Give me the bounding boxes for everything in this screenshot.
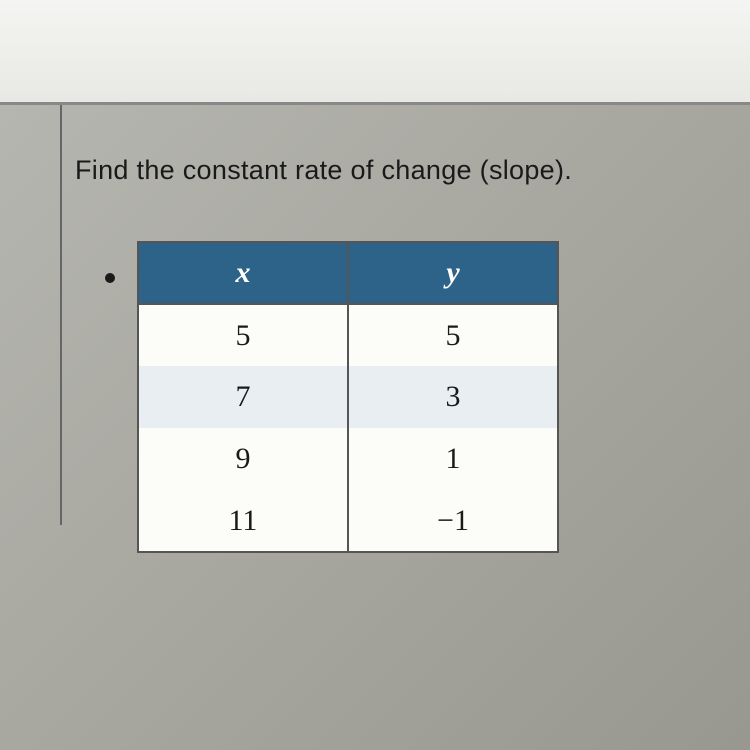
table-row: 9 1 <box>138 428 558 490</box>
question-prompt: Find the constant rate of change (slope)… <box>75 155 572 186</box>
screenshot-container: Find the constant rate of change (slope)… <box>0 0 750 750</box>
table-header-row: x y <box>138 242 558 304</box>
cell-y: 1 <box>348 428 558 490</box>
column-header-x: x <box>138 242 348 304</box>
cell-y: 5 <box>348 304 558 366</box>
cell-x: 5 <box>138 304 348 366</box>
top-bar <box>0 0 750 105</box>
table-row: 11 −1 <box>138 490 558 552</box>
column-header-y: y <box>348 242 558 304</box>
cell-x: 7 <box>138 366 348 428</box>
data-table: x y 5 5 7 3 9 1 <box>137 241 559 553</box>
table-row: 5 5 <box>138 304 558 366</box>
cell-y: −1 <box>348 490 558 552</box>
bullet-icon <box>105 273 115 283</box>
table-row: 7 3 <box>138 366 558 428</box>
cell-y: 3 <box>348 366 558 428</box>
vertical-divider <box>60 105 62 525</box>
cell-x: 9 <box>138 428 348 490</box>
cell-x: 11 <box>138 490 348 552</box>
table-wrapper: x y 5 5 7 3 9 1 <box>105 241 572 553</box>
content-area: Find the constant rate of change (slope)… <box>75 155 572 553</box>
